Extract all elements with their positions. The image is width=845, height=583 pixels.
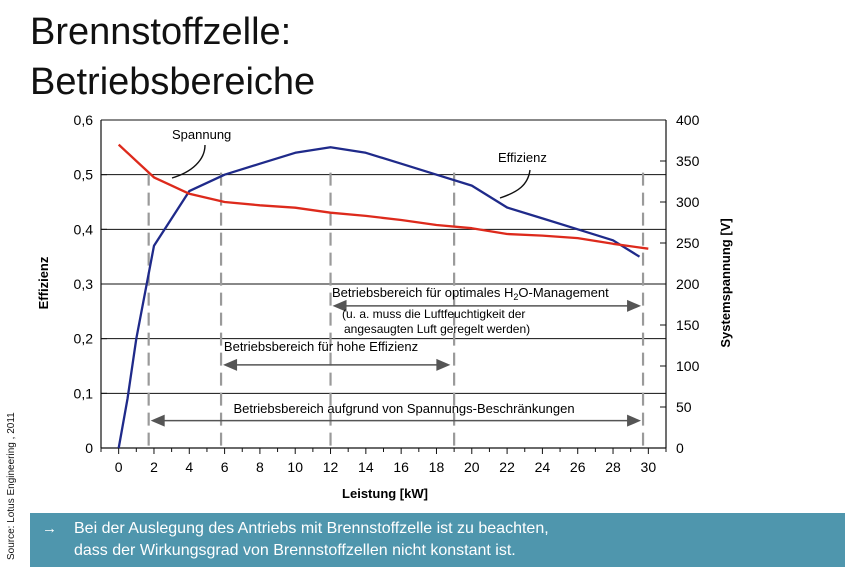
x-tick-label: 0	[115, 459, 123, 475]
x-tick-label: 12	[323, 459, 339, 475]
y-tick-label: 0,2	[74, 331, 94, 347]
x-tick-label: 8	[256, 459, 264, 475]
x-tick-label: 10	[287, 459, 303, 475]
x-tick-label: 2	[150, 459, 158, 475]
series	[117, 143, 649, 449]
y2-tick-label: 250	[676, 235, 700, 251]
y2-tick-label: 0	[676, 440, 684, 456]
axes: 00,10,20,30,40,50,6050100150200250300350…	[74, 112, 700, 475]
range-label-efficiency: Betriebsbereich für hohe Effizienz	[224, 339, 418, 354]
operating-ranges	[150, 299, 642, 427]
y-axis-label: Effizienz	[36, 256, 51, 309]
x-tick-label: 6	[221, 459, 229, 475]
y2-tick-label: 350	[676, 153, 700, 169]
grid-lines	[101, 119, 666, 394]
y2-tick-label: 100	[676, 358, 700, 374]
range-arrow-head-left	[150, 414, 165, 427]
y-tick-label: 0	[85, 440, 93, 456]
x-tick-label: 16	[393, 459, 409, 475]
x-tick-label: 4	[185, 459, 193, 475]
y-tick-label: 0,4	[74, 221, 94, 237]
y-tick-label: 0,6	[74, 112, 94, 128]
y2-tick-label: 50	[676, 399, 692, 415]
series-label-spannung: Spannung	[172, 127, 231, 142]
slide-title-line1: Brennstoffzelle:	[30, 11, 292, 53]
range-arrow-head-left	[332, 299, 347, 312]
x-tick-label: 26	[570, 459, 586, 475]
x-axis-label: Leistung [kW]	[342, 486, 428, 501]
source-credit: Source: Lotus Engineering , 2011	[6, 412, 17, 560]
range-note-line2: angesaugten Luft geregelt werden)	[344, 322, 530, 336]
arrow-right-icon: →	[42, 520, 57, 537]
range-label-h2o: Betriebsbereich für optimales H2O-Manage…	[332, 285, 609, 302]
x-tick-label: 14	[358, 459, 374, 475]
note-text-line1: Bei der Auslegung des Antriebs mit Brenn…	[74, 520, 549, 537]
range-label-voltage: Betriebsbereich aufgrund von Spannungs-B…	[233, 401, 574, 416]
y2-tick-label: 300	[676, 194, 700, 210]
x-tick-label: 30	[641, 459, 657, 475]
x-tick-label: 18	[429, 459, 445, 475]
y-tick-label: 0,1	[74, 385, 94, 401]
y2-tick-label: 400	[676, 112, 700, 128]
series-line-effizienz	[117, 146, 641, 449]
note-banner: → Bei der Auslegung des Antriebs mit Bre…	[30, 513, 845, 567]
y2-axis-label: Systemspannung [V]	[718, 218, 733, 347]
range-arrow-head-left	[223, 358, 238, 371]
range-note-line1: (u. a. muss die Luftfeuchtigkeit der	[342, 307, 525, 321]
slide-title-line2: Betriebsbereiche	[30, 61, 316, 103]
y-tick-label: 0,3	[74, 276, 94, 292]
range-markers	[147, 172, 645, 448]
x-tick-label: 22	[499, 459, 515, 475]
y2-tick-label: 150	[676, 317, 700, 333]
effizienz-pointer	[499, 169, 531, 199]
spannung-pointer	[171, 144, 206, 179]
x-tick-label: 20	[464, 459, 480, 475]
series-label-effizienz: Effizienz	[498, 150, 547, 165]
range-arrow-head-right	[627, 299, 642, 312]
x-tick-label: 24	[535, 459, 551, 475]
x-tick-label: 28	[605, 459, 621, 475]
y2-tick-label: 200	[676, 276, 700, 292]
range-arrow-head-right	[627, 414, 642, 427]
series-line-spannung	[117, 143, 649, 250]
note-text-line2: dass der Wirkungsgrad von Brennstoffzell…	[74, 542, 516, 559]
range-arrow-head-right	[436, 358, 451, 371]
y-tick-label: 0,5	[74, 167, 94, 183]
